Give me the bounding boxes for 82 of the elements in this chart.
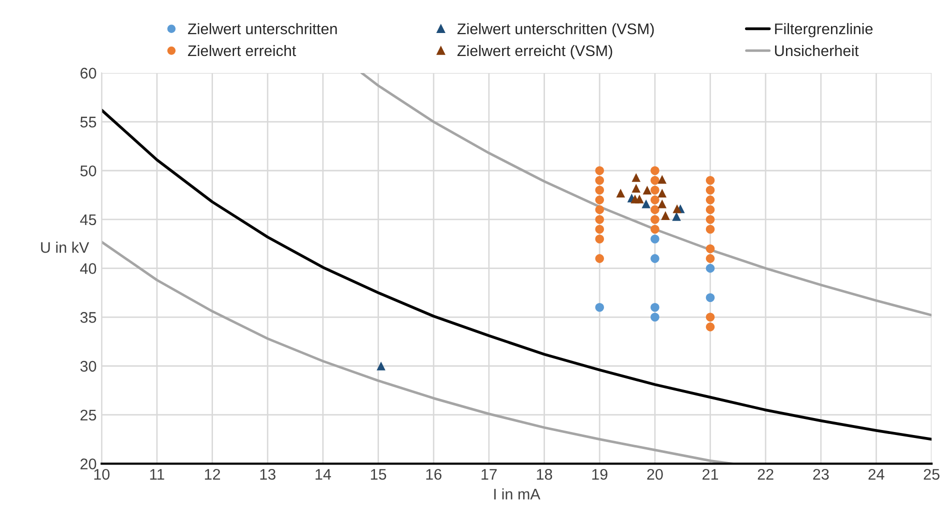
point [706, 176, 715, 185]
point [650, 234, 660, 244]
point [706, 312, 715, 322]
point [706, 186, 715, 195]
point [658, 188, 667, 198]
y-tick-label: 40 [80, 263, 96, 274]
x-tick-label: 17 [482, 469, 497, 480]
point [595, 166, 604, 176]
legend-label: Zielwert unterschritten [188, 23, 337, 34]
point [650, 196, 660, 204]
point [595, 186, 604, 195]
x-tick-label: 12 [204, 468, 220, 480]
legend-label: Zielwert unterschritten (VSM) [457, 23, 654, 38]
y-tick-label: 50 [80, 165, 96, 176]
point [650, 215, 660, 224]
line-series [360, 72, 932, 316]
point [706, 293, 715, 302]
x-tick-label: 10 [94, 468, 110, 480]
point [595, 303, 604, 312]
point [595, 224, 604, 234]
x-tick-label: 23 [813, 468, 829, 480]
point [706, 224, 715, 234]
point [595, 196, 604, 204]
point [642, 199, 650, 208]
point [706, 244, 715, 254]
point [706, 215, 715, 224]
line-series [102, 108, 932, 441]
x-tick-label: 16 [426, 468, 442, 480]
point [650, 166, 660, 176]
x-tick-label: 18 [536, 468, 552, 480]
point [376, 362, 386, 370]
point [595, 176, 604, 185]
y-tick-label: 25 [80, 410, 96, 421]
point [650, 186, 660, 195]
y-tick-label: 20 [80, 458, 96, 470]
point [642, 186, 652, 195]
x-tick-label: 20 [647, 468, 663, 480]
point [658, 175, 667, 184]
point [595, 234, 604, 244]
point [706, 264, 715, 273]
point [650, 254, 660, 263]
x-tick-label: 24 [868, 468, 884, 480]
x-tick-label: 11 [150, 469, 164, 480]
point [706, 196, 715, 204]
legend-label: Zielwert erreicht (VSM) [457, 44, 612, 60]
y-tick-label: 45 [80, 214, 96, 226]
point [672, 204, 682, 214]
y-tick-label: 35 [80, 312, 96, 323]
point [635, 194, 644, 204]
x-axis-title: I in mA [494, 488, 540, 500]
point [650, 312, 660, 322]
point [650, 303, 660, 312]
x-tick-label: 15 [370, 469, 386, 480]
point [632, 184, 641, 193]
point [650, 176, 660, 185]
legend-label: Unsicherheit [775, 44, 859, 56]
x-tick-label: 13 [260, 468, 276, 480]
point [672, 212, 681, 221]
legend-label: Zielwert erreicht [188, 44, 296, 56]
point [650, 205, 660, 214]
point [650, 224, 660, 234]
point [661, 211, 670, 220]
y-tick-label: 30 [80, 360, 96, 372]
x-tick-label: 22 [758, 468, 774, 480]
point [595, 254, 604, 263]
point [706, 322, 715, 332]
x-tick-label: 21 [702, 468, 718, 480]
point [706, 205, 715, 214]
y-tick-label: 55 [80, 116, 96, 128]
point [595, 215, 604, 224]
point [595, 205, 604, 214]
y-axis-title: U in kV [41, 242, 90, 253]
point [616, 188, 626, 198]
point [632, 173, 641, 182]
x-tick-label: 14 [316, 469, 331, 480]
x-tick-label: 19 [592, 468, 608, 480]
point [658, 199, 667, 208]
line-series [102, 240, 734, 464]
x-tick-label: 25 [924, 468, 940, 480]
y-tick-label: 60 [80, 68, 96, 79]
legend-label: Filtergrenzlinie [775, 23, 873, 38]
point [706, 254, 715, 263]
